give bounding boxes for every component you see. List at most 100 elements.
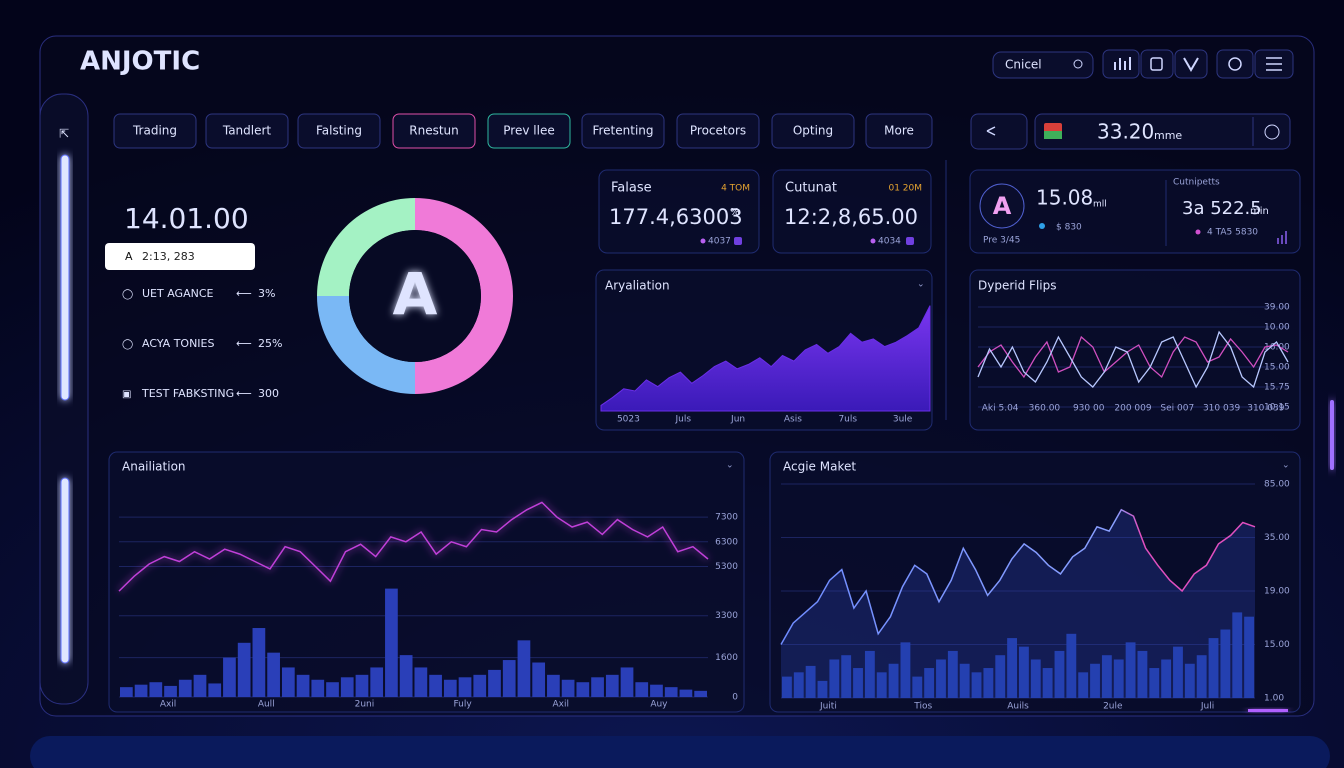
bar — [429, 674, 442, 697]
bar — [267, 652, 280, 697]
bar — [370, 667, 384, 697]
tab-label[interactable]: Procetors — [690, 124, 746, 138]
y-tick-label: 16.00 — [1264, 343, 1290, 353]
bar — [120, 687, 133, 697]
card-unit: % — [730, 207, 740, 218]
bar — [1184, 663, 1195, 698]
y-tick-label: 39.00 — [1264, 303, 1290, 313]
tab[interactable] — [392, 113, 476, 149]
search-box[interactable] — [992, 51, 1094, 79]
bar — [473, 674, 487, 697]
tab[interactable] — [771, 113, 855, 149]
tab[interactable] — [581, 113, 665, 149]
tab[interactable] — [865, 113, 933, 149]
bar — [281, 667, 295, 697]
tab-label[interactable]: Opting — [793, 124, 833, 138]
bar — [959, 663, 970, 698]
bar — [995, 655, 1006, 698]
tab-label[interactable]: Rnestun — [409, 124, 459, 138]
share-button[interactable] — [970, 113, 1028, 150]
bar — [900, 642, 911, 698]
tab-label[interactable]: More — [884, 124, 914, 138]
profile-card — [969, 169, 1301, 254]
card-value: 177.4,63003 — [609, 205, 743, 229]
menu-icon — [1266, 57, 1282, 71]
icon-button[interactable] — [1216, 49, 1254, 79]
chart-menu: ⌄ — [917, 280, 925, 290]
bar — [517, 640, 531, 697]
x-tick-label: Fuly — [453, 700, 472, 710]
tab[interactable] — [297, 113, 381, 149]
bar — [1007, 638, 1017, 698]
main-stat: 14.01.00 — [124, 202, 249, 235]
bar — [1220, 629, 1231, 698]
item-icon: ▣ — [122, 389, 131, 400]
tab[interactable] — [205, 113, 289, 149]
bar — [1030, 659, 1041, 698]
bar — [1208, 638, 1219, 698]
avatar-letter: A — [993, 192, 1012, 220]
donut-center: A — [393, 260, 438, 328]
ticker-unit: mme — [1154, 129, 1182, 142]
chart-menu: ⌄ — [1282, 461, 1290, 471]
x-tick-label: Asis — [784, 415, 802, 425]
bar — [1173, 646, 1183, 698]
tab[interactable] — [487, 113, 571, 149]
badge-icon[interactable] — [1264, 124, 1280, 140]
line — [780, 508, 1256, 645]
profile-value: 15.08 — [1036, 186, 1093, 210]
bar — [208, 683, 222, 697]
y-tick-label: 10.15 — [1264, 403, 1290, 413]
y-tick-label: 3300 — [715, 611, 738, 621]
tab-label[interactable]: Falsting — [316, 124, 362, 138]
bar — [912, 676, 923, 698]
bar — [488, 669, 501, 697]
x-tick-label: 310 039 — [1247, 404, 1284, 414]
icon-button[interactable] — [1174, 49, 1208, 79]
card-foot: 4034 — [878, 237, 901, 247]
search-icon[interactable] — [1073, 59, 1083, 69]
tab-label[interactable]: Fretenting — [592, 124, 653, 138]
bag-icon — [1150, 57, 1163, 71]
chart-menu: ⌄ — [726, 461, 734, 471]
stat-pill — [105, 243, 255, 270]
tab[interactable] — [676, 113, 760, 149]
bar — [1125, 642, 1136, 698]
profile-unit2: min — [1250, 206, 1269, 217]
bar — [443, 679, 457, 697]
item-label: ACYA TONIES — [142, 337, 215, 350]
donut-segment — [317, 198, 415, 296]
tab-label[interactable]: Tandlert — [222, 124, 272, 138]
bar — [591, 677, 604, 697]
bar — [149, 682, 163, 697]
bar — [1078, 672, 1089, 698]
line — [977, 335, 1289, 379]
bar — [694, 690, 707, 697]
line — [977, 330, 1289, 389]
profile-unit: mll — [1093, 200, 1107, 210]
bar — [635, 682, 649, 697]
y-tick-label: 35.00 — [1264, 533, 1290, 543]
search-text[interactable]: Cnicel — [1005, 58, 1042, 72]
tab-label[interactable]: Trading — [132, 124, 177, 138]
dot — [1039, 223, 1045, 229]
icon-button[interactable] — [1140, 49, 1174, 79]
sidebar-icon[interactable]: ⇱ — [59, 127, 69, 141]
card-value: 12:2,8,65.00 — [784, 205, 918, 229]
tab-label[interactable]: Prev llee — [503, 124, 554, 138]
item-label: TEST FABKSTING — [141, 387, 234, 400]
x-tick-label: Juli — [1200, 702, 1214, 712]
mini-bars — [1277, 231, 1287, 244]
x-tick-label: 310 039 — [1203, 404, 1240, 414]
bar — [502, 660, 516, 697]
x-tick-label: 2ule — [1103, 702, 1123, 712]
bar — [164, 685, 177, 697]
x-tick-label: Juiti — [819, 702, 837, 712]
item-arrow: ⟵ — [236, 337, 252, 350]
x-tick-label: 2uni — [355, 700, 375, 710]
profile-sub2: $ 830 — [1056, 223, 1082, 233]
card-foot: 4037 — [708, 237, 731, 247]
bar — [311, 679, 325, 697]
tab[interactable] — [113, 113, 197, 149]
y-tick-label: 85.00 — [1264, 480, 1290, 490]
